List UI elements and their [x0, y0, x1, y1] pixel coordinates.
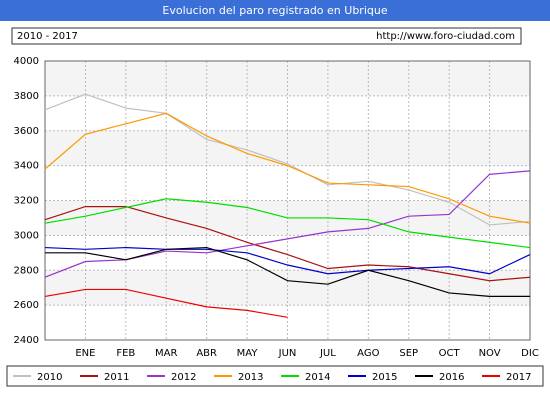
y-tick-label: 2400: [14, 335, 39, 346]
legend-label: 2011: [104, 372, 129, 383]
x-tick-label: AGO: [357, 348, 379, 359]
title-bar: [0, 0, 550, 21]
y-tick-label: 3400: [14, 161, 39, 172]
legend-label: 2012: [171, 372, 196, 383]
x-tick-label: SEP: [399, 348, 418, 359]
x-tick-label: JUN: [278, 348, 297, 359]
x-tick-label: ABR: [196, 348, 217, 359]
x-tick-label: MAY: [237, 348, 259, 359]
legend-label: 2010: [37, 372, 62, 383]
subtitle-box: [11, 27, 522, 45]
series-line: [44, 93, 531, 226]
subtitle: 2010 - 2017: [17, 31, 78, 42]
y-tick-label: 3000: [14, 230, 39, 241]
source: http://www.foro-ciudad.com: [376, 31, 515, 42]
x-tick-label: JUL: [319, 348, 336, 359]
y-tick-label: 2800: [14, 265, 39, 276]
legend-box: [6, 365, 544, 387]
grid-band: [45, 130, 530, 166]
series-line: [44, 198, 531, 249]
series-line: [44, 206, 531, 282]
y-tick-label: 4000: [14, 56, 39, 67]
legend-label: 2016: [439, 372, 464, 383]
x-tick-label: OCT: [439, 348, 461, 359]
x-tick-label: MAR: [155, 348, 177, 359]
plot-border: [44, 60, 531, 341]
grid-band: [45, 270, 530, 306]
x-tick-label: DIC: [521, 348, 539, 359]
legend-label: 2014: [305, 372, 330, 383]
series-line: [44, 112, 531, 224]
x-tick-label: ENE: [75, 348, 95, 359]
y-tick-label: 3800: [14, 91, 39, 102]
y-tick-label: 3200: [14, 196, 39, 207]
x-tick-label: NOV: [479, 348, 501, 359]
y-tick-label: 3600: [14, 126, 39, 137]
y-tick-label: 2600: [14, 300, 39, 311]
series-line: [44, 246, 531, 275]
legend-label: 2017: [506, 372, 531, 383]
chart-title: Evolucion del paro registrado en Ubrique: [162, 4, 387, 17]
legend-label: 2015: [372, 372, 397, 383]
series-line: [44, 288, 288, 318]
x-tick-label: FEB: [116, 348, 135, 359]
series-line: [45, 246, 530, 298]
legend-label: 2013: [238, 372, 263, 383]
